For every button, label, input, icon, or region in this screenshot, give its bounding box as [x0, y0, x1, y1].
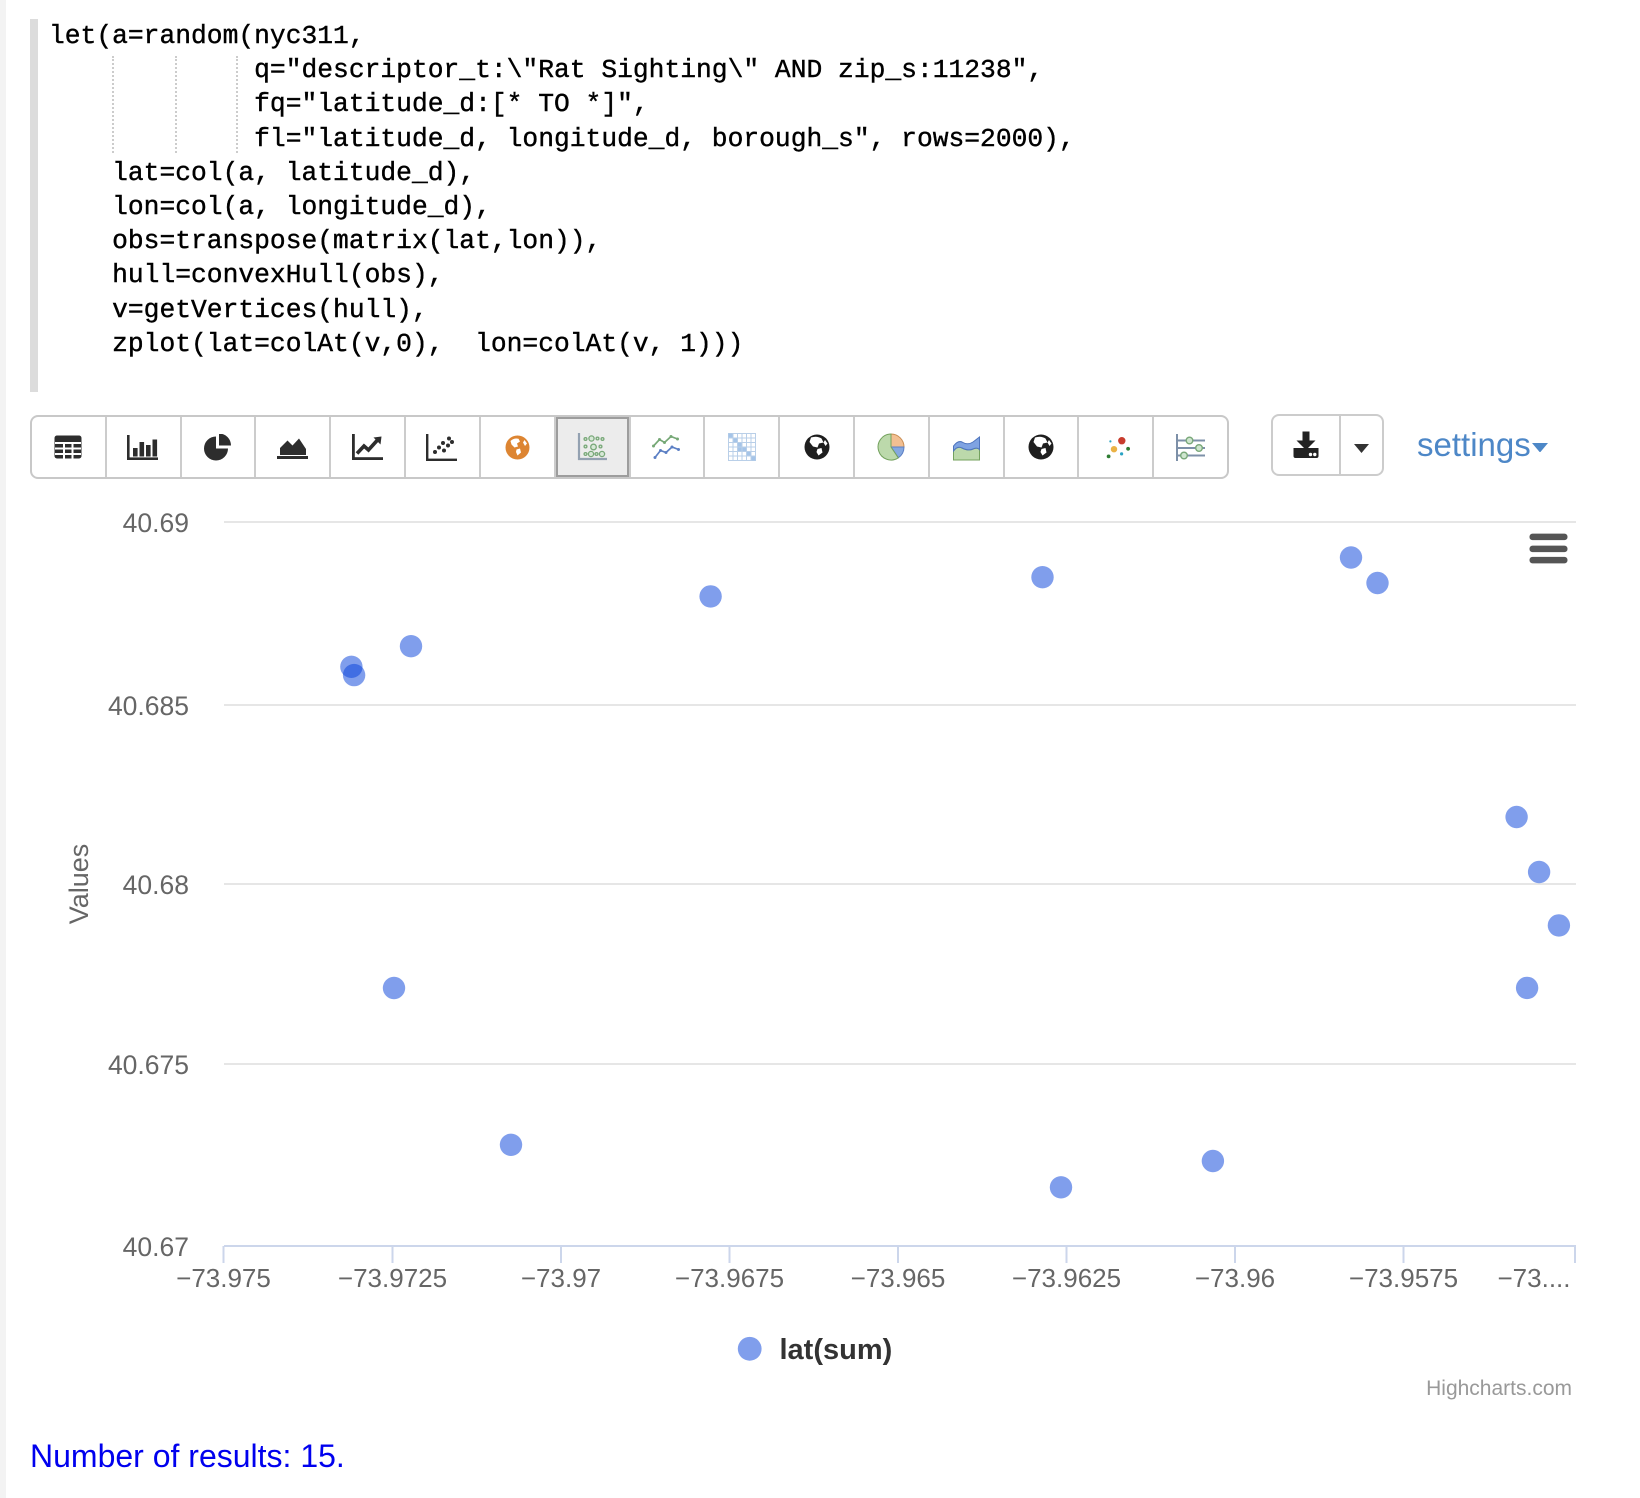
svg-text:−73.9725: −73.9725 [338, 1263, 447, 1293]
svg-text:40.685: 40.685 [108, 691, 189, 721]
svg-text:−73.9625: −73.9625 [1012, 1263, 1121, 1293]
svg-text:Values: Values [64, 844, 94, 925]
svg-text:−73.965: −73.965 [851, 1263, 946, 1293]
svg-text:−73.96: −73.96 [1195, 1263, 1275, 1293]
svg-text:−73.97: −73.97 [521, 1263, 601, 1293]
svg-text:−73.9575: −73.9575 [1349, 1263, 1458, 1293]
svg-text:−73.9675: −73.9675 [675, 1263, 784, 1293]
svg-text:−73.975: −73.975 [176, 1263, 271, 1293]
svg-text:lat(sum): lat(sum) [780, 1334, 893, 1366]
svg-text:40.67: 40.67 [123, 1232, 189, 1262]
svg-text:−73....: −73.... [1498, 1263, 1571, 1293]
svg-text:40.68: 40.68 [123, 870, 189, 900]
svg-text:40.675: 40.675 [108, 1050, 189, 1080]
svg-text:40.69: 40.69 [123, 508, 189, 538]
svg-text:Highcharts.com: Highcharts.com [1426, 1377, 1572, 1400]
